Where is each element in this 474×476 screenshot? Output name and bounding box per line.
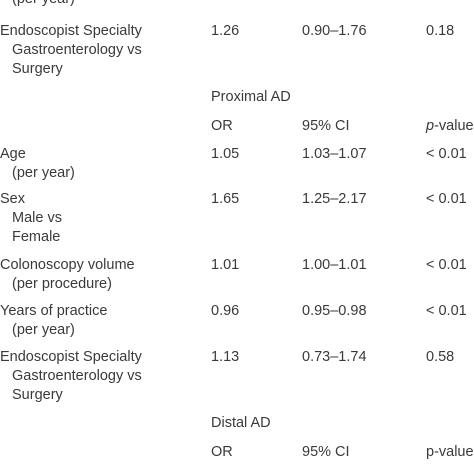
or-value: 1.65 (211, 191, 240, 207)
p-value: < 0.01 (426, 146, 467, 162)
row-sublabel: (per year) (12, 322, 75, 338)
row-label-age: Age (0, 146, 26, 162)
header-p-value: p-value (426, 444, 474, 460)
section-title-distal: Distal AD (211, 415, 271, 431)
header-or: OR (211, 444, 233, 460)
row-label-fragment: (per year) (12, 0, 75, 8)
ci-value: 1.03–1.07 (302, 146, 367, 162)
section-title-proximal: Proximal AD (211, 89, 291, 105)
header-p-value: p-values (426, 118, 474, 134)
or-value: 0.96 (211, 303, 240, 319)
header-ci: 95% CI (302, 118, 350, 134)
row-label-volume: Colonoscopy volume (0, 257, 135, 273)
header-or: OR (211, 118, 233, 134)
ci-value: 0.95–0.98 (302, 303, 367, 319)
p-value: 0.18 (426, 23, 455, 39)
row-sublabel: Gastroenterology vs (12, 368, 142, 384)
p-value: < 0.01 (426, 303, 467, 319)
p-value: 0.58 (426, 349, 455, 365)
row-sublabel: Gastroenterology vs (12, 42, 142, 58)
or-value: 1.05 (211, 146, 240, 162)
row-sublabel: (per procedure) (12, 276, 112, 292)
row-sublabel: (per year) (12, 165, 75, 181)
row-label-specialty: Endoscopist Specialty (0, 349, 142, 365)
ci-value: 1.00–1.01 (302, 257, 367, 273)
row-label: Endoscopist Specialty (0, 23, 142, 39)
row-label-years: Years of practice (0, 303, 108, 319)
row-sublabel: Female (12, 229, 61, 245)
or-value: 1.26 (211, 23, 240, 39)
row-label-sex: Sex (0, 191, 25, 207)
ci-value: 0.73–1.74 (302, 349, 367, 365)
or-value: 1.13 (211, 349, 240, 365)
ci-value: 0.90–1.76 (302, 23, 367, 39)
p-value: < 0.01 (426, 191, 467, 207)
or-value: 1.01 (211, 257, 240, 273)
row-sublabel: Surgery (12, 387, 63, 403)
row-fragment (0, 466, 6, 471)
row-sublabel: Surgery (12, 61, 63, 77)
row-sublabel: Male vs (12, 210, 62, 226)
p-value: < 0.01 (426, 257, 467, 273)
ci-value: 1.25–2.17 (302, 191, 367, 207)
header-ci: 95% CI (302, 444, 350, 460)
